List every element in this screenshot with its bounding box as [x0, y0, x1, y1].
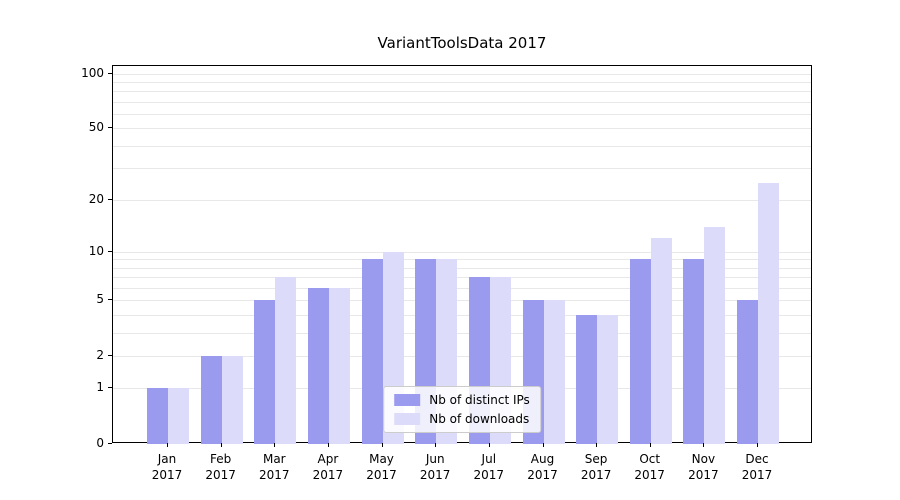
- y-tick-50: [108, 127, 112, 129]
- legend: Nb of distinct IPs Nb of downloads: [383, 386, 541, 433]
- bar-ips-dec: [737, 300, 758, 444]
- x-tick-label-sep: Sep 2017: [580, 452, 612, 482]
- y-tick-1: [108, 387, 112, 389]
- plot-area: Nb of distinct IPs Nb of downloads: [112, 65, 812, 444]
- x-tick-dec: [757, 443, 758, 447]
- bar-ips-feb: [200, 355, 222, 444]
- bar-downloads-apr: [328, 287, 350, 444]
- x-tick-label-feb: Feb 2017: [205, 452, 236, 482]
- y-tick-0: [108, 443, 112, 444]
- gridline-50: [113, 128, 811, 130]
- x-tick-label-aug: Aug 2017: [527, 452, 558, 482]
- x-tick-aug: [542, 443, 544, 447]
- x-tick-label-jun: Jun 2017: [419, 452, 451, 482]
- legend-label-distinct-ips: Nb of distinct IPs: [429, 393, 530, 407]
- y-tick-label-50: 50: [88, 120, 104, 135]
- bar-downloads-aug: [543, 300, 565, 444]
- bar-downloads-nov: [704, 226, 726, 444]
- bar-ips-oct: [629, 259, 651, 444]
- legend-label-downloads: Nb of downloads: [429, 412, 530, 426]
- y-tick-label-20: 20: [88, 191, 104, 206]
- bar-ips-jan: [147, 388, 168, 444]
- legend-swatch-downloads: [394, 413, 421, 425]
- y-tick-20: [108, 198, 112, 200]
- y-tick-5: [108, 299, 112, 301]
- gridline-4: [113, 314, 811, 316]
- x-tick-label-jul: Jul 2017: [473, 452, 505, 482]
- gridline-90: [113, 81, 811, 83]
- bar-downloads-feb: [221, 355, 243, 444]
- gridline-5: [113, 300, 811, 302]
- x-tick-jan: [167, 443, 168, 447]
- bar-downloads-mar: [275, 277, 297, 444]
- legend-swatch-distinct-ips: [394, 394, 421, 406]
- chart-title: VariantToolsData 2017: [377, 34, 547, 52]
- gridline-9: [113, 259, 811, 261]
- bar-ips-may: [361, 259, 383, 444]
- x-tick-label-may: May 2017: [366, 452, 397, 482]
- x-tick-label-jan: Jan 2017: [151, 452, 183, 482]
- x-tick-label-oct: Oct 2017: [634, 452, 665, 482]
- y-tick-label-10: 10: [88, 243, 104, 258]
- x-tick-apr: [327, 443, 329, 447]
- gridline-70: [113, 101, 811, 103]
- y-tick-label-5: 5: [96, 292, 104, 307]
- legend-item-downloads: Nb of downloads: [394, 412, 530, 426]
- x-tick-sep: [596, 443, 598, 447]
- y-tick-2: [108, 354, 112, 356]
- gridline-10: [113, 251, 811, 253]
- x-tick-oct: [649, 443, 651, 447]
- x-tick-jul: [488, 443, 490, 447]
- y-tick-label-0: 0: [96, 436, 104, 450]
- x-tick-mar: [274, 443, 276, 447]
- gridline-3: [113, 332, 811, 334]
- x-tick-nov: [703, 443, 705, 447]
- gridline-2: [113, 355, 811, 357]
- y-tick-label-100: 100: [81, 65, 104, 80]
- y-tick-10: [108, 250, 112, 252]
- x-tick-label-nov: Nov 2017: [688, 452, 719, 482]
- gridline-7: [113, 277, 811, 279]
- gridline-40: [113, 145, 811, 147]
- bar-downloads-oct: [650, 238, 672, 444]
- x-tick-jun: [435, 443, 437, 447]
- legend-item-ips: Nb of distinct IPs: [394, 393, 530, 407]
- gridline-20: [113, 199, 811, 201]
- y-tick-label-2: 2: [96, 347, 104, 362]
- gridline-100: [113, 73, 811, 75]
- bar-ips-sep: [576, 314, 598, 444]
- gridline-60: [113, 114, 811, 115]
- gridline-80: [113, 91, 811, 93]
- y-tick-label-1: 1: [96, 380, 104, 395]
- gridline-30: [113, 168, 811, 170]
- gridline-6: [113, 287, 811, 289]
- x-tick-label-mar: Mar 2017: [259, 452, 290, 482]
- x-tick-may: [381, 443, 383, 447]
- bar-downloads-jan: [168, 388, 189, 444]
- x-tick-feb: [220, 443, 222, 447]
- bar-downloads-sep: [597, 314, 619, 444]
- x-tick-label-apr: Apr 2017: [312, 452, 344, 482]
- bar-ips-apr: [307, 287, 329, 444]
- y-tick-100: [108, 72, 112, 74]
- gridline-8: [113, 267, 811, 269]
- bar-ips-nov: [683, 259, 705, 444]
- bar-ips-mar: [254, 300, 276, 444]
- x-tick-label-dec: Dec 2017: [741, 452, 773, 482]
- bar-downloads-dec: [758, 182, 779, 444]
